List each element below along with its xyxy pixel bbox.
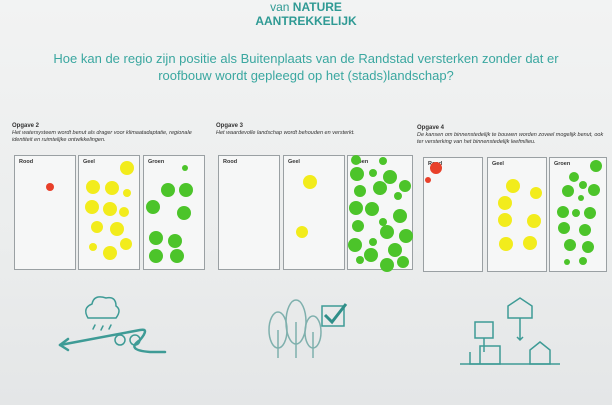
vote-dot [499,237,513,251]
vote-dot [564,239,576,251]
vote-dot [354,185,366,197]
vote-dot [352,220,364,232]
icon-trees [269,300,346,358]
vote-dot [425,177,431,183]
vote-dot [348,238,362,252]
vote-dot [523,236,537,250]
vote-dot [430,162,442,174]
vote-dot [506,179,520,193]
vote-dot [91,221,103,233]
vote-dot [120,238,132,250]
vote-dot [498,196,512,210]
vote-dot [578,195,584,201]
icon-houses [460,298,560,364]
vote-dot [399,229,413,243]
vote-dot [182,165,188,171]
vote-dot [388,243,402,257]
vote-dot [149,231,163,245]
vote-dot [119,207,129,217]
vote-dot [85,200,99,214]
vote-dot [149,249,163,263]
vote-dot [380,258,394,272]
vote-dot [365,202,379,216]
vote-dot [557,206,569,218]
vote-dot [582,241,594,253]
vote-dot [558,222,570,234]
dots [46,155,602,272]
vote-dot [393,209,407,223]
vote-dot [579,181,587,189]
vote-dot [579,224,591,236]
vote-dot [588,184,600,196]
poster: van NATURE AANTREKKELIJK Hoe kan de regi… [0,0,612,405]
vote-dot [527,214,541,228]
vote-dot [351,155,361,165]
vote-dot [105,181,119,195]
vote-dot [369,169,377,177]
drawing [0,0,612,405]
vote-dot [590,160,602,172]
vote-dot [373,181,387,195]
vote-dot [579,257,587,265]
vote-dot [103,246,117,260]
vote-dot [179,183,193,197]
vote-dot [397,256,409,268]
vote-dot [168,234,182,248]
vote-dot [572,209,580,217]
vote-dot [103,202,117,216]
vote-dot [89,243,97,251]
vote-dot [498,213,512,227]
vote-dot [296,226,308,238]
vote-dot [584,207,596,219]
vote-dot [356,256,364,264]
vote-dot [349,201,363,215]
vote-dot [177,206,191,220]
vote-dot [110,222,124,236]
icon-water [60,297,165,352]
vote-dot [569,172,579,182]
vote-dot [123,189,131,197]
vote-dot [379,157,387,165]
vote-dot [379,218,387,226]
vote-dot [369,238,377,246]
vote-dot [46,183,54,191]
vote-dot [170,249,184,263]
vote-dot [146,200,160,214]
vote-dot [303,175,317,189]
vote-dot [383,170,397,184]
vote-dot [564,259,570,265]
vote-dot [380,225,394,239]
vote-dot [364,248,378,262]
vote-dot [562,185,574,197]
vote-dot [399,180,411,192]
vote-dot [350,167,364,181]
vote-dot [394,192,402,200]
vote-dot [161,183,175,197]
vote-dot [120,161,134,175]
vote-dot [86,180,100,194]
vote-dot [530,187,542,199]
